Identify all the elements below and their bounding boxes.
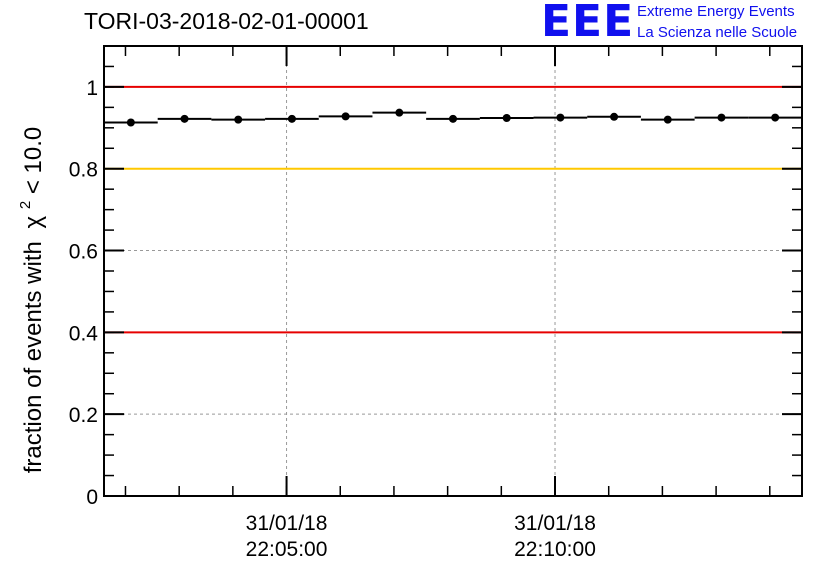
y-tick-label: 1 bbox=[86, 77, 98, 100]
axis-ticks bbox=[104, 45, 802, 497]
y-axis-title-cut: < 10.0 bbox=[20, 127, 47, 194]
data-point bbox=[449, 114, 457, 123]
data-point bbox=[717, 113, 726, 122]
x-tick-label-time: 22:10:00 bbox=[514, 538, 596, 561]
logo-subtitle-2: La Scienza nelle Scuole bbox=[637, 24, 798, 41]
data-point bbox=[395, 108, 404, 117]
x-tick-label-date: 31/01/18 bbox=[246, 512, 328, 535]
data-point bbox=[610, 112, 619, 121]
reference-lines bbox=[104, 85, 802, 334]
data-point bbox=[556, 113, 565, 122]
data-point bbox=[663, 115, 672, 124]
y-tick-label: 0.2 bbox=[69, 404, 98, 427]
y-tick-label: 0 bbox=[86, 486, 98, 509]
data-point bbox=[502, 114, 511, 122]
data-point bbox=[771, 113, 780, 122]
data-point bbox=[341, 112, 350, 121]
logo-subtitle-1: Extreme Energy Events bbox=[637, 3, 795, 20]
axis-tick-labels: 0 0.2 0.4 0.6 0.8 1 31/01/18 22:05:00 31/01/18 22… bbox=[69, 77, 596, 561]
data-point bbox=[126, 118, 135, 127]
data-point bbox=[287, 114, 296, 123]
y-axis-title-text: fraction of events with bbox=[20, 241, 47, 473]
grid-lines bbox=[104, 46, 802, 496]
y-tick-label: 0.6 bbox=[69, 241, 98, 264]
y-tick-label: 0.8 bbox=[69, 159, 98, 182]
x-tick-label-date: 31/01/18 bbox=[514, 512, 596, 535]
data-point bbox=[234, 115, 243, 124]
logo-mark: EEE bbox=[541, 0, 635, 47]
y-axis-title-symbol: χ bbox=[20, 215, 47, 228]
data-points bbox=[104, 108, 802, 127]
data-point bbox=[180, 114, 189, 123]
plot-frame bbox=[103, 45, 803, 497]
y-tick-label: 0.4 bbox=[69, 322, 99, 345]
y-axis-title-superscript: 2 bbox=[17, 201, 34, 209]
y-axis-title: fraction of events with χ 2 < 10.0 bbox=[9, 127, 47, 474]
chart-title: TORI-03-2018-02-01-00001 bbox=[84, 8, 369, 34]
x-tick-label-time: 22:05:00 bbox=[246, 538, 328, 561]
